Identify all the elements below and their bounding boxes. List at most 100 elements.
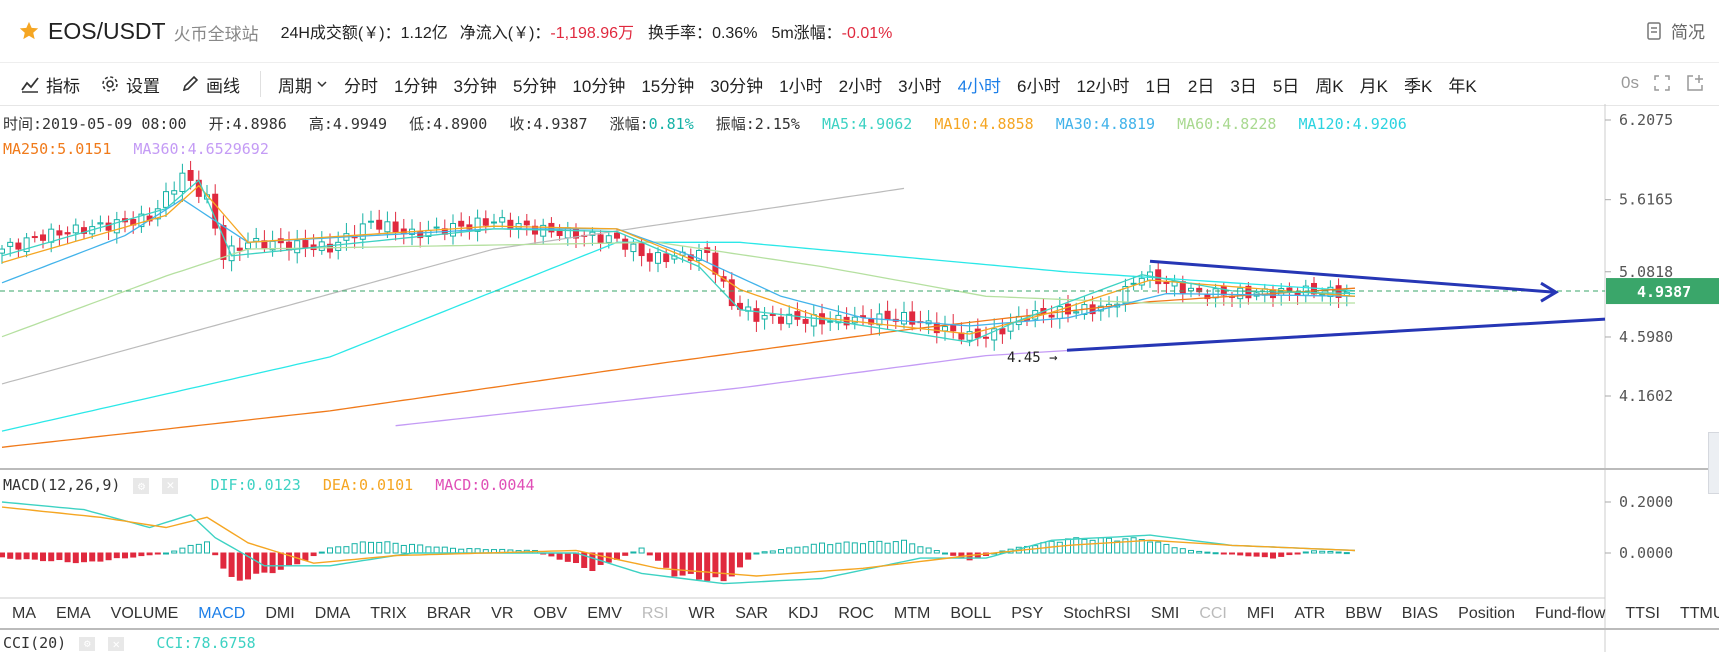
period-tab[interactable]: 6小时 xyxy=(1017,76,1061,96)
macd-hist-bar xyxy=(589,552,596,572)
indicator-tab[interactable]: SMI xyxy=(1150,605,1180,622)
indicator-tab[interactable]: RSI xyxy=(641,605,669,622)
macd-hist-bar xyxy=(220,552,227,569)
candle-body xyxy=(163,191,169,208)
period-tab[interactable]: 12小时 xyxy=(1076,76,1130,96)
kline-chart[interactable]: 6.2075 5.6165 5.0818 4.5980 4.1602 4.9387 4.45… xyxy=(0,104,1719,652)
brief-button[interactable]: 简况 xyxy=(1645,18,1705,43)
indicator-tab[interactable]: MFI xyxy=(1246,605,1275,622)
candle-body xyxy=(712,252,719,275)
macd-hist-bar xyxy=(1343,552,1350,555)
period-tab[interactable]: 1小时 xyxy=(779,76,823,96)
macd-hist-bar xyxy=(925,547,932,554)
fullscreen-icon[interactable] xyxy=(1653,74,1671,92)
indicator-tab[interactable]: StochRSI xyxy=(1063,605,1131,622)
price-tick-label: 6.2075 xyxy=(1619,111,1673,129)
period-tab[interactable]: 1分钟 xyxy=(394,76,438,96)
indicator-tab[interactable]: VOLUME xyxy=(110,605,179,622)
candle-body xyxy=(605,235,612,243)
indicator-tab[interactable]: ROC xyxy=(838,605,874,622)
macd-hist-bar xyxy=(1278,552,1285,557)
indicator-tab[interactable]: DMI xyxy=(265,605,295,622)
indicator-tab[interactable]: DMA xyxy=(314,605,351,622)
cci-settings-icon[interactable]: ⚙ xyxy=(79,636,96,651)
period-tab[interactable]: 30分钟 xyxy=(710,76,764,96)
macd-hist-bar xyxy=(0,552,5,558)
macd-hist-bar xyxy=(228,552,235,577)
indicator-tab[interactable]: BRAR xyxy=(426,605,472,622)
period-tab[interactable]: 15分钟 xyxy=(641,76,695,96)
indicator-tab[interactable]: TTSI xyxy=(1625,605,1660,622)
period-tab[interactable]: 2小时 xyxy=(838,76,883,96)
macd-hist-bar xyxy=(778,549,784,554)
period-tab[interactable]: 10分钟 xyxy=(572,76,626,96)
macd-hist-bar xyxy=(327,547,333,554)
indicator-tab[interactable]: TTMU xyxy=(1680,605,1719,622)
indicator-tab[interactable]: OBV xyxy=(533,605,568,622)
info-ma60: MA60:4.8228 xyxy=(1177,115,1277,133)
macd-close-icon[interactable]: ✕ xyxy=(162,477,179,494)
macd-hist-bar xyxy=(564,552,571,562)
macd-hist-bar xyxy=(236,552,243,581)
period-tab[interactable]: 3日 xyxy=(1230,76,1257,96)
period-tab[interactable]: 2日 xyxy=(1187,76,1215,96)
candle-body xyxy=(1237,287,1244,300)
period-tab[interactable]: 3小时 xyxy=(898,76,942,96)
macd-hist-bar xyxy=(138,552,145,557)
info-ma360: MA360:4.6529692 xyxy=(133,140,269,158)
indicator-tab[interactable]: EMV xyxy=(587,605,622,622)
indicator-tab[interactable]: MACD xyxy=(198,605,246,622)
period-tab[interactable]: 月K xyxy=(1359,76,1388,96)
macd-hist-bar xyxy=(23,552,30,560)
period-tab[interactable]: 分时 xyxy=(344,76,378,96)
macd-hist-bar xyxy=(1253,552,1260,557)
macd-hist-bar xyxy=(1163,543,1170,554)
indicator-tab[interactable]: WR xyxy=(688,605,716,622)
indicator-tab[interactable]: BIAS xyxy=(1401,605,1439,622)
add-chart-icon[interactable] xyxy=(1685,73,1705,93)
period-tab[interactable]: 3分钟 xyxy=(453,76,497,96)
pen-icon xyxy=(182,75,199,92)
period-tab[interactable]: 年K xyxy=(1448,76,1477,96)
side-collapse-handle[interactable] xyxy=(1708,432,1719,494)
period-dropdown[interactable]: 周期 xyxy=(278,72,328,97)
candle-body xyxy=(753,308,760,322)
candle-body xyxy=(966,331,973,341)
indicator-tab[interactable]: CCI xyxy=(1199,605,1227,622)
period-tab[interactable]: 5日 xyxy=(1272,76,1300,96)
cci-close-icon[interactable]: ✕ xyxy=(108,636,125,651)
indicator-tab[interactable]: ATR xyxy=(1294,605,1326,622)
indicator-tab[interactable]: MTM xyxy=(893,605,931,622)
period-tab[interactable]: 季K xyxy=(1404,76,1433,96)
macd-hist-bar xyxy=(318,551,325,554)
period-tab[interactable]: 1日 xyxy=(1145,76,1172,96)
period-tab[interactable]: 周K xyxy=(1315,76,1344,96)
macd-hist-bar xyxy=(933,550,940,554)
indicator-tab[interactable]: TRIX xyxy=(370,605,407,622)
period-tab[interactable]: 5分钟 xyxy=(512,76,557,96)
indicator-button[interactable]: 指标 xyxy=(20,72,80,97)
candle-body xyxy=(696,249,702,261)
candle-body xyxy=(802,319,809,324)
macd-hist-bar xyxy=(696,552,702,580)
indicator-tab[interactable]: PSY xyxy=(1011,605,1044,622)
candle-body xyxy=(15,242,22,250)
indicator-tab[interactable]: Fund-flow xyxy=(1535,605,1606,622)
indicator-tab[interactable]: VR xyxy=(491,605,514,622)
indicator-tab[interactable]: KDJ xyxy=(788,605,819,622)
candle-body xyxy=(1089,304,1096,315)
macd-settings-icon[interactable]: ⚙ xyxy=(133,477,150,494)
macd-hist-bar xyxy=(556,552,563,560)
settings-button[interactable]: 设置 xyxy=(100,72,160,97)
indicator-tab[interactable]: SAR xyxy=(735,605,769,622)
favorite-star-icon[interactable] xyxy=(18,20,40,42)
macd-hist-bar xyxy=(56,552,63,561)
period-tab[interactable]: 4小时 xyxy=(957,76,1002,96)
indicator-tab[interactable]: Position xyxy=(1458,605,1516,622)
indicator-tab[interactable]: BOLL xyxy=(950,605,992,622)
indicator-tab[interactable]: BBW xyxy=(1345,605,1382,622)
draw-line-button[interactable]: 画线 xyxy=(180,72,240,97)
indicator-tab[interactable]: EMA xyxy=(56,605,91,622)
info-close: 收:4.9387 xyxy=(509,115,588,133)
indicator-tab[interactable]: MA xyxy=(12,605,36,622)
